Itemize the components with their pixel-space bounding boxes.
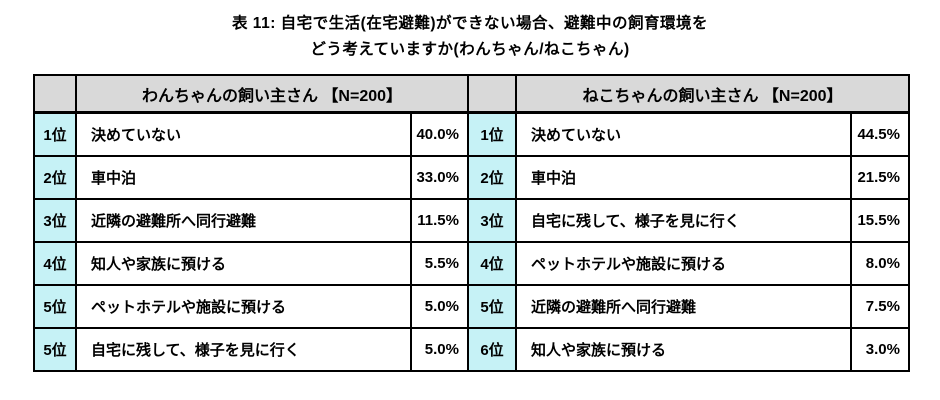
- dog-percent-cell: 33.0%: [410, 154, 469, 200]
- table-row-4: 4位 知人や家族に預ける 5.5% 4位 ペットホテルや施設に預ける 8.0%: [33, 240, 910, 286]
- cat-rank-cell: 1位: [467, 111, 517, 157]
- dog-percent-cell: 11.5%: [410, 197, 469, 243]
- cat-percent-cell: 21.5%: [850, 154, 910, 200]
- dog-percent-cell: 5.0%: [410, 283, 469, 329]
- dog-rank-cell: 2位: [33, 154, 77, 200]
- dog-rank-cell: 4位: [33, 240, 77, 286]
- title-line2: どう考えていますか(わんちゃん/ねこちゃん): [310, 41, 630, 58]
- dog-rank-cell: 1位: [33, 111, 77, 157]
- dog-percent-cell: 40.0%: [410, 111, 469, 157]
- cat-table-header: ねこちゃんの飼い主さん 【N=200】: [515, 74, 910, 114]
- header-row: わんちゃんの飼い主さん 【N=200】 ねこちゃんの飼い主さん 【N=200】: [33, 74, 910, 114]
- cat-percent-cell: 7.5%: [850, 283, 910, 329]
- cat-rank-header-cell: [467, 74, 517, 114]
- cat-percent-cell: 3.0%: [850, 326, 910, 372]
- table-row-2: 2位 車中泊 33.0% 2位 車中泊 21.5%: [33, 154, 910, 200]
- cat-rank-cell: 3位: [467, 197, 517, 243]
- dog-table-header: わんちゃんの飼い主さん 【N=200】: [75, 74, 469, 114]
- cat-answer-cell: 車中泊: [515, 154, 852, 200]
- cat-rank-cell: 5位: [467, 283, 517, 329]
- dog-answer-cell: 自宅に残して、様子を見に行く: [75, 326, 412, 372]
- cat-percent-cell: 44.5%: [850, 111, 910, 157]
- cat-rank-cell: 6位: [467, 326, 517, 372]
- table-row-6: 5位 自宅に残して、様子を見に行く 5.0% 6位 知人や家族に預ける 3.0%: [33, 326, 910, 372]
- dog-answer-cell: ペットホテルや施設に預ける: [75, 283, 412, 329]
- cat-answer-cell: 自宅に残して、様子を見に行く: [515, 197, 852, 243]
- dog-answer-cell: 近隣の避難所へ同行避難: [75, 197, 412, 243]
- page-title: 表 11: 自宅で生活(在宅避難)ができない場合、避難中の飼育環境を どう考えて…: [0, 0, 940, 63]
- table-row-1: 1位 決めていない 40.0% 1位 決めていない 44.5%: [33, 111, 910, 157]
- cat-answer-cell: ペットホテルや施設に預ける: [515, 240, 852, 286]
- cat-answer-cell: 決めていない: [515, 111, 852, 157]
- dog-answer-cell: 知人や家族に預ける: [75, 240, 412, 286]
- dog-percent-cell: 5.0%: [410, 326, 469, 372]
- cat-answer-cell: 知人や家族に預ける: [515, 326, 852, 372]
- table-row-5: 5位 ペットホテルや施設に預ける 5.0% 5位 近隣の避難所へ同行避難 7.5…: [33, 283, 910, 329]
- cat-rank-cell: 2位: [467, 154, 517, 200]
- dog-rank-cell: 3位: [33, 197, 77, 243]
- dog-rank-cell: 5位: [33, 326, 77, 372]
- ranking-table: わんちゃんの飼い主さん 【N=200】 ねこちゃんの飼い主さん 【N=200】 …: [33, 74, 910, 372]
- table-row-3: 3位 近隣の避難所へ同行避難 11.5% 3位 自宅に残して、様子を見に行く 1…: [33, 197, 910, 243]
- dog-rank-cell: 5位: [33, 283, 77, 329]
- dog-rank-header-cell: [33, 74, 77, 114]
- title-line1: 表 11: 自宅で生活(在宅避難)ができない場合、避難中の飼育環境を: [232, 15, 708, 32]
- dog-percent-cell: 5.5%: [410, 240, 469, 286]
- dog-answer-cell: 車中泊: [75, 154, 412, 200]
- cat-answer-cell: 近隣の避難所へ同行避難: [515, 283, 852, 329]
- cat-percent-cell: 15.5%: [850, 197, 910, 243]
- cat-percent-cell: 8.0%: [850, 240, 910, 286]
- cat-rank-cell: 4位: [467, 240, 517, 286]
- dog-answer-cell: 決めていない: [75, 111, 412, 157]
